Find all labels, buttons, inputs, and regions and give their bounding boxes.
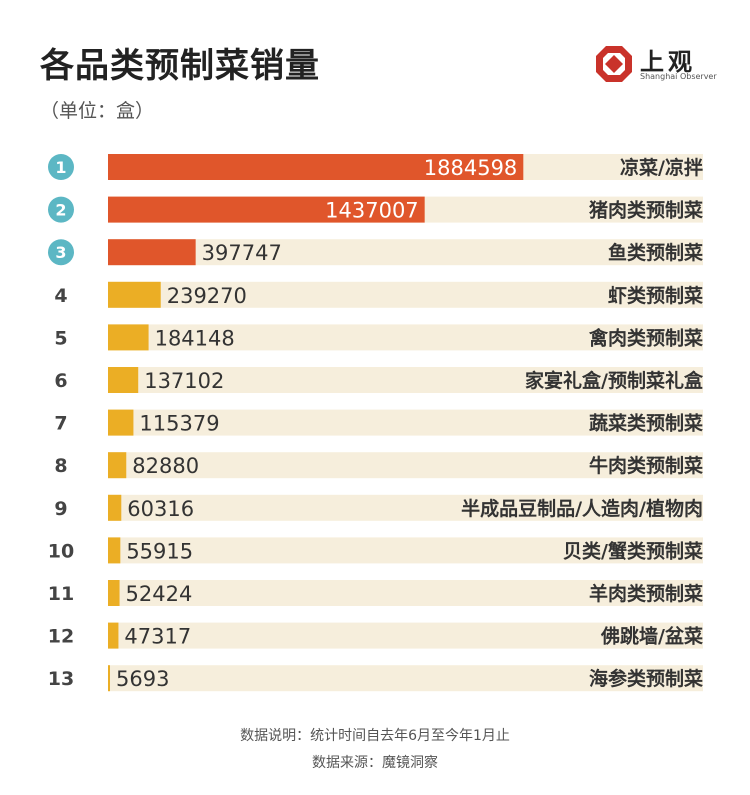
value-label: 47317 xyxy=(124,625,191,649)
bar xyxy=(108,537,121,564)
bar-track xyxy=(108,537,703,564)
category-label: 禽肉类预制菜 xyxy=(588,326,703,349)
rank-number: 2 xyxy=(55,201,66,220)
value-label: 397747 xyxy=(202,241,282,265)
category-label: 海参类预制菜 xyxy=(589,667,703,690)
bar xyxy=(108,622,119,649)
rank-number: 6 xyxy=(54,370,67,392)
value-label: 137102 xyxy=(144,369,224,393)
rank-badge xyxy=(48,196,74,223)
logo-name-en: Shanghai Observer xyxy=(640,72,717,81)
bar xyxy=(108,494,122,521)
bar xyxy=(108,324,149,351)
logo: 上观 Shanghai Observer xyxy=(594,44,717,86)
value-label: 115379 xyxy=(139,412,219,436)
rank-number: 7 xyxy=(54,413,67,435)
bar xyxy=(108,281,161,308)
chart-title: 各品类预制菜销量 xyxy=(40,46,320,86)
value-label: 52424 xyxy=(126,582,193,606)
bar-track xyxy=(108,409,703,436)
logo-name-cn: 上观 xyxy=(640,48,696,76)
bar-chart: 1 1884598 凉菜/凉拌 2 1437007 猪肉类预制菜 3 397747 鱼类预制菜 4… xyxy=(48,154,704,692)
bar-track xyxy=(108,367,703,393)
category-label: 佛跳墙/盆菜 xyxy=(600,625,703,648)
category-label: 猪肉类预制菜 xyxy=(588,199,703,222)
category-label: 半成品豆制品/人造肉/植物肉 xyxy=(461,497,703,520)
data-source: 数据来源：魔镜洞察 xyxy=(312,755,438,771)
bar-track xyxy=(108,452,703,479)
category-label: 蔬菜类预制菜 xyxy=(589,412,703,435)
category-label: 虾类预制菜 xyxy=(608,284,703,307)
rank-badge xyxy=(48,154,74,180)
category-label: 贝类/蟹类预制菜 xyxy=(563,539,703,562)
unit-label: （单位：盒） xyxy=(40,100,155,122)
rank-number: 3 xyxy=(55,243,66,262)
bar-track xyxy=(108,665,703,692)
bar-track xyxy=(108,580,703,606)
bar xyxy=(108,452,127,479)
rank-number: 4 xyxy=(54,285,67,307)
value-label: 1884598 xyxy=(424,156,518,180)
value-label: 5693 xyxy=(116,667,169,691)
rank-number: 10 xyxy=(48,540,74,562)
bar-track xyxy=(108,324,703,351)
category-label: 家宴礼盒/预制菜礼盒 xyxy=(525,369,704,392)
rank-number: 1 xyxy=(55,158,66,177)
category-label: 牛肉类预制菜 xyxy=(589,454,703,477)
category-label: 羊肉类预制菜 xyxy=(589,582,703,605)
bar xyxy=(108,580,120,606)
rank-number: 11 xyxy=(48,583,74,605)
value-label: 60316 xyxy=(127,497,194,521)
data-note: 数据说明：统计时间自去年6月至今年1月止 xyxy=(240,728,510,744)
logo-mark-icon xyxy=(596,46,632,82)
bar xyxy=(108,239,196,266)
value-label: 1437007 xyxy=(325,199,419,223)
rank-number: 13 xyxy=(48,668,74,690)
bar xyxy=(108,154,524,180)
category-label: 鱼类预制菜 xyxy=(608,241,703,264)
rank-number: 9 xyxy=(54,498,67,520)
rank-badge xyxy=(48,239,74,266)
bar-track xyxy=(108,281,703,308)
bar xyxy=(108,196,425,223)
bar-track xyxy=(108,622,703,649)
rank-number: 12 xyxy=(48,626,74,648)
value-label: 55915 xyxy=(126,539,193,563)
bar-track xyxy=(108,239,703,266)
value-label: 82880 xyxy=(132,454,199,478)
bar-track xyxy=(108,494,703,521)
bar xyxy=(108,665,110,692)
rank-number: 8 xyxy=(54,455,67,477)
value-label: 239270 xyxy=(167,284,247,308)
bar xyxy=(108,367,139,393)
category-label: 凉菜/凉拌 xyxy=(620,156,703,179)
bar xyxy=(108,409,134,436)
value-label: 184148 xyxy=(155,326,235,350)
rank-number: 5 xyxy=(54,327,67,349)
